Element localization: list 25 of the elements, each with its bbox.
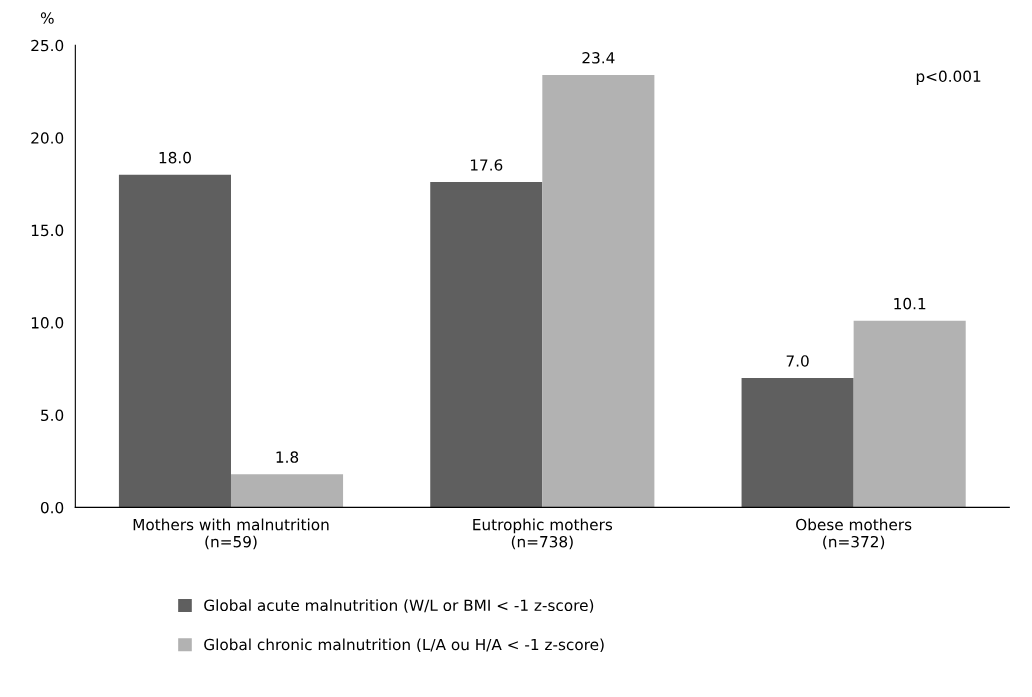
legend-label: Global chronic malnutrition (L/A ou H/A < -1 z-score) (204, 638, 604, 653)
bar (741, 378, 854, 508)
bar (118, 174, 231, 508)
y-tick-label: 20.0 (31, 132, 64, 144)
data-label: 1.8 (276, 451, 299, 463)
data-label: 23.4 (582, 52, 615, 64)
bar (430, 182, 543, 508)
bar (853, 320, 966, 508)
legend-label: Global acute malnutrition (W/L or BMI < -1 z-score) (204, 599, 594, 613)
y-tick-label: 10.0 (31, 317, 64, 329)
y-tick-label: 25.0 (31, 39, 64, 52)
data-label: 7.0 (786, 355, 809, 367)
x-tick-label: Obese mothers (n=372) (796, 518, 912, 550)
data-label: 10.1 (894, 297, 926, 310)
y-axis-title: % (40, 12, 54, 24)
data-label: 18.0 (159, 151, 191, 164)
y-tick-label: 15.0 (31, 224, 64, 237)
y-tick-label: 0.0 (40, 501, 64, 514)
bar (231, 474, 344, 508)
annotation: p<0.001 (916, 70, 981, 86)
y-tick-label: 5.0 (41, 409, 64, 422)
bar (542, 74, 655, 508)
data-label: 17.6 (470, 159, 503, 171)
x-tick-label: Mothers with malnutrition (n=59) (133, 518, 329, 550)
x-tick-label: Eutrophic mothers (n=738) (473, 518, 613, 550)
